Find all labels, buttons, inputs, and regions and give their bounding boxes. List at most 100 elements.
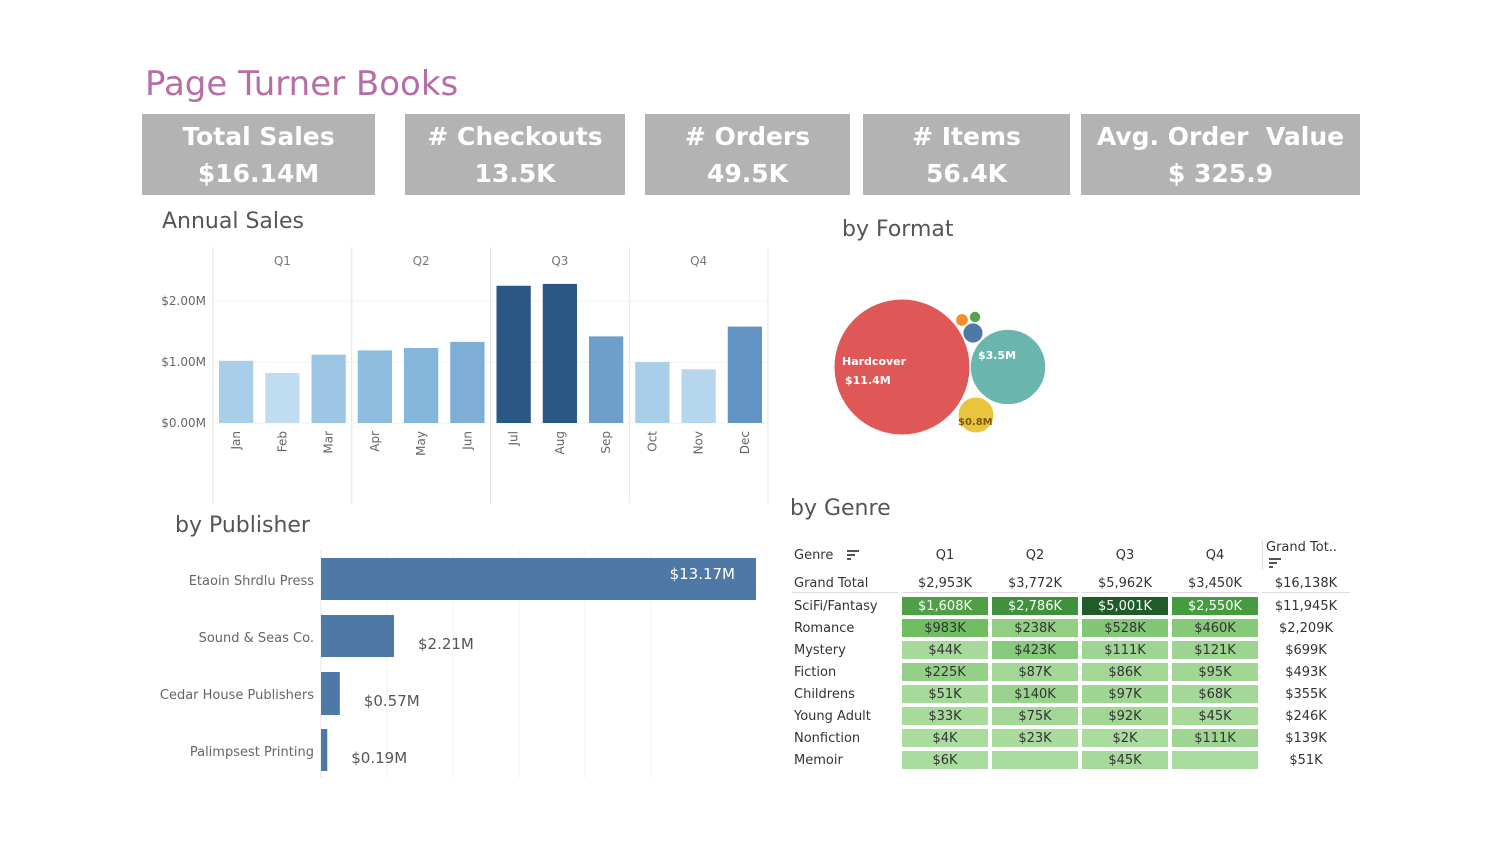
publisher-value-label: $0.19M	[351, 749, 407, 767]
month-bar	[542, 283, 577, 423]
column-header-genre[interactable]: Genre	[792, 540, 898, 570]
grand-total-cell: $699K	[1285, 642, 1327, 658]
format-bubble	[957, 396, 995, 434]
month-label: Feb	[275, 431, 289, 452]
column-header-q3[interactable]: Q3	[1115, 547, 1135, 563]
kpi-value: 13.5K	[474, 159, 556, 188]
table-row[interactable]: Romance $983K $238K $528K $460K $2,209K	[792, 619, 1350, 637]
table-row[interactable]: Grand Total $2,953K $3,772K $5,962K $3,450K $…	[792, 574, 1350, 593]
quarter-value-cell: $423K	[992, 641, 1078, 659]
table-row[interactable]: Fiction $225K $87K $86K $95K $493K	[792, 663, 1350, 681]
quarter-value-cell: $68K	[1172, 685, 1258, 703]
publisher-value-label: $0.57M	[364, 692, 420, 710]
format-bubble	[968, 310, 982, 324]
format-bubble	[969, 328, 1047, 406]
kpi-label: Total Sales	[182, 122, 335, 151]
quarter-value-cell: $3,450K	[1172, 574, 1258, 593]
quarter-value-cell: $95K	[1172, 663, 1258, 681]
table-row[interactable]: SciFi/Fantasy $1,608K $2,786K $5,001K $2,550…	[792, 597, 1350, 615]
quarter-value-cell	[992, 751, 1078, 769]
month-bar	[589, 336, 624, 423]
publisher-value-label: $13.17M	[670, 565, 735, 583]
y-tick-label: $0.00M	[161, 416, 206, 430]
quarter-value-cell: $2,786K	[992, 597, 1078, 615]
column-header-grand-total[interactable]: Grand Tot..	[1262, 540, 1350, 570]
format-bubble	[962, 322, 984, 344]
month-bar	[635, 362, 670, 423]
table-row[interactable]: Mystery $44K $423K $111K $121K $699K	[792, 641, 1350, 659]
annual-sales-chart[interactable]: $2.00M $1.00M $0.00M Q1 Q2 Q3 Q4 Jan Feb Mar Apr Ma…	[150, 245, 775, 510]
table-row[interactable]: Memoir $6K $45K $51K	[792, 751, 1350, 769]
genre-name-cell: SciFi/Fantasy	[794, 598, 878, 614]
quarter-value-cell: $75K	[992, 707, 1078, 725]
table-header-row: Genre Q1 Q2 Q3 Q4 Grand Tot..	[792, 540, 1350, 570]
kpi-value: 56.4K	[925, 159, 1008, 188]
genre-table[interactable]: Genre Q1 Q2 Q3 Q4 Grand Tot.. Grand Tota…	[788, 536, 1354, 773]
bubble-value-label: $3.5M	[978, 349, 1016, 362]
sort-icon[interactable]	[1269, 557, 1281, 568]
genre-name-cell: Fiction	[794, 664, 837, 680]
quarter-value-cell: $111K	[1172, 729, 1258, 747]
quarter-value-cell: $2,953K	[902, 574, 988, 593]
sort-icon[interactable]	[847, 550, 860, 560]
kpi-items[interactable]: # Items 56.4K	[863, 114, 1070, 195]
quarter-label: Q1	[274, 254, 291, 268]
kpi-value: $ 325.9	[1167, 159, 1274, 188]
kpi-label: # Checkouts	[427, 122, 603, 151]
table-row[interactable]: Nonfiction $4K $23K $2K $111K $139K	[792, 729, 1350, 747]
y-tick-label: $2.00M	[161, 294, 206, 308]
grand-total-cell: $139K	[1285, 730, 1327, 746]
month-bar	[496, 285, 531, 423]
month-bar	[727, 326, 762, 423]
genre-name-cell: Romance	[794, 620, 855, 636]
bubble-label: Hardcover	[842, 355, 907, 368]
quarter-value-cell: $23K	[992, 729, 1078, 747]
month-label: Nov	[692, 431, 706, 454]
quarter-value-cell: $140K	[992, 685, 1078, 703]
genre-name-cell: Nonfiction	[794, 730, 861, 746]
table-row[interactable]: Young Adult $33K $75K $92K $45K $246K	[792, 707, 1350, 725]
publisher-label: Palimpsest Printing	[190, 745, 314, 760]
genre-name-cell: Memoir	[794, 752, 843, 768]
bubble-value-label: $11.4M	[845, 374, 891, 387]
quarter-value-cell	[1172, 751, 1258, 769]
kpi-value: 49.5K	[706, 159, 789, 188]
quarter-label: Q4	[690, 254, 707, 268]
quarter-value-cell: $121K	[1172, 641, 1258, 659]
publisher-bar-chart[interactable]: Etaoin Shrdlu Press $13.17M Sound & Seas C…	[150, 550, 780, 780]
format-bubble	[955, 313, 969, 327]
genre-name-cell: Mystery	[794, 642, 846, 658]
genre-name-cell: Young Adult	[794, 708, 871, 724]
quarter-value-cell: $225K	[902, 663, 988, 681]
quarter-value-cell: $2K	[1082, 729, 1168, 747]
kpi-total-sales[interactable]: Total Sales $16.14M	[142, 114, 375, 195]
publisher-bar	[321, 615, 394, 657]
kpi-orders[interactable]: # Orders 49.5K	[645, 114, 850, 195]
annual-sales-title: Annual Sales	[162, 209, 305, 234]
kpi-checkouts[interactable]: # Checkouts 13.5K	[405, 114, 625, 195]
publisher-label: Sound & Seas Co.	[199, 631, 314, 646]
month-label: Jan	[229, 431, 243, 451]
format-bubble-chart[interactable]: Hardcover $11.4M $3.5M $0.8M	[820, 285, 1070, 450]
quarter-value-cell: $92K	[1082, 707, 1168, 725]
kpi-label: # Orders	[684, 122, 811, 151]
quarter-label: Q2	[413, 254, 430, 268]
publisher-value-label: $2.21M	[418, 635, 474, 653]
quarter-value-cell: $87K	[992, 663, 1078, 681]
month-bar	[265, 372, 300, 423]
kpi-avg-order-value[interactable]: Avg. Order Value $ 325.9	[1081, 114, 1360, 195]
publisher-bar	[321, 672, 340, 715]
publisher-label: Cedar House Publishers	[160, 688, 314, 703]
quarter-value-cell: $45K	[1172, 707, 1258, 725]
kpi-label: Avg. Order Value	[1096, 122, 1345, 151]
table-row[interactable]: Childrens $51K $140K $97K $68K $355K	[792, 685, 1350, 703]
column-header-q4[interactable]: Q4	[1205, 547, 1225, 563]
column-header-q2[interactable]: Q2	[1025, 547, 1045, 563]
publisher-title: by Publisher	[175, 513, 310, 538]
quarter-value-cell: $97K	[1082, 685, 1168, 703]
publisher-bar	[321, 558, 756, 600]
quarter-value-cell: $111K	[1082, 641, 1168, 659]
grand-total-cell: $246K	[1285, 708, 1327, 724]
column-header-q1[interactable]: Q1	[935, 547, 955, 563]
month-label: Aug	[553, 431, 567, 454]
